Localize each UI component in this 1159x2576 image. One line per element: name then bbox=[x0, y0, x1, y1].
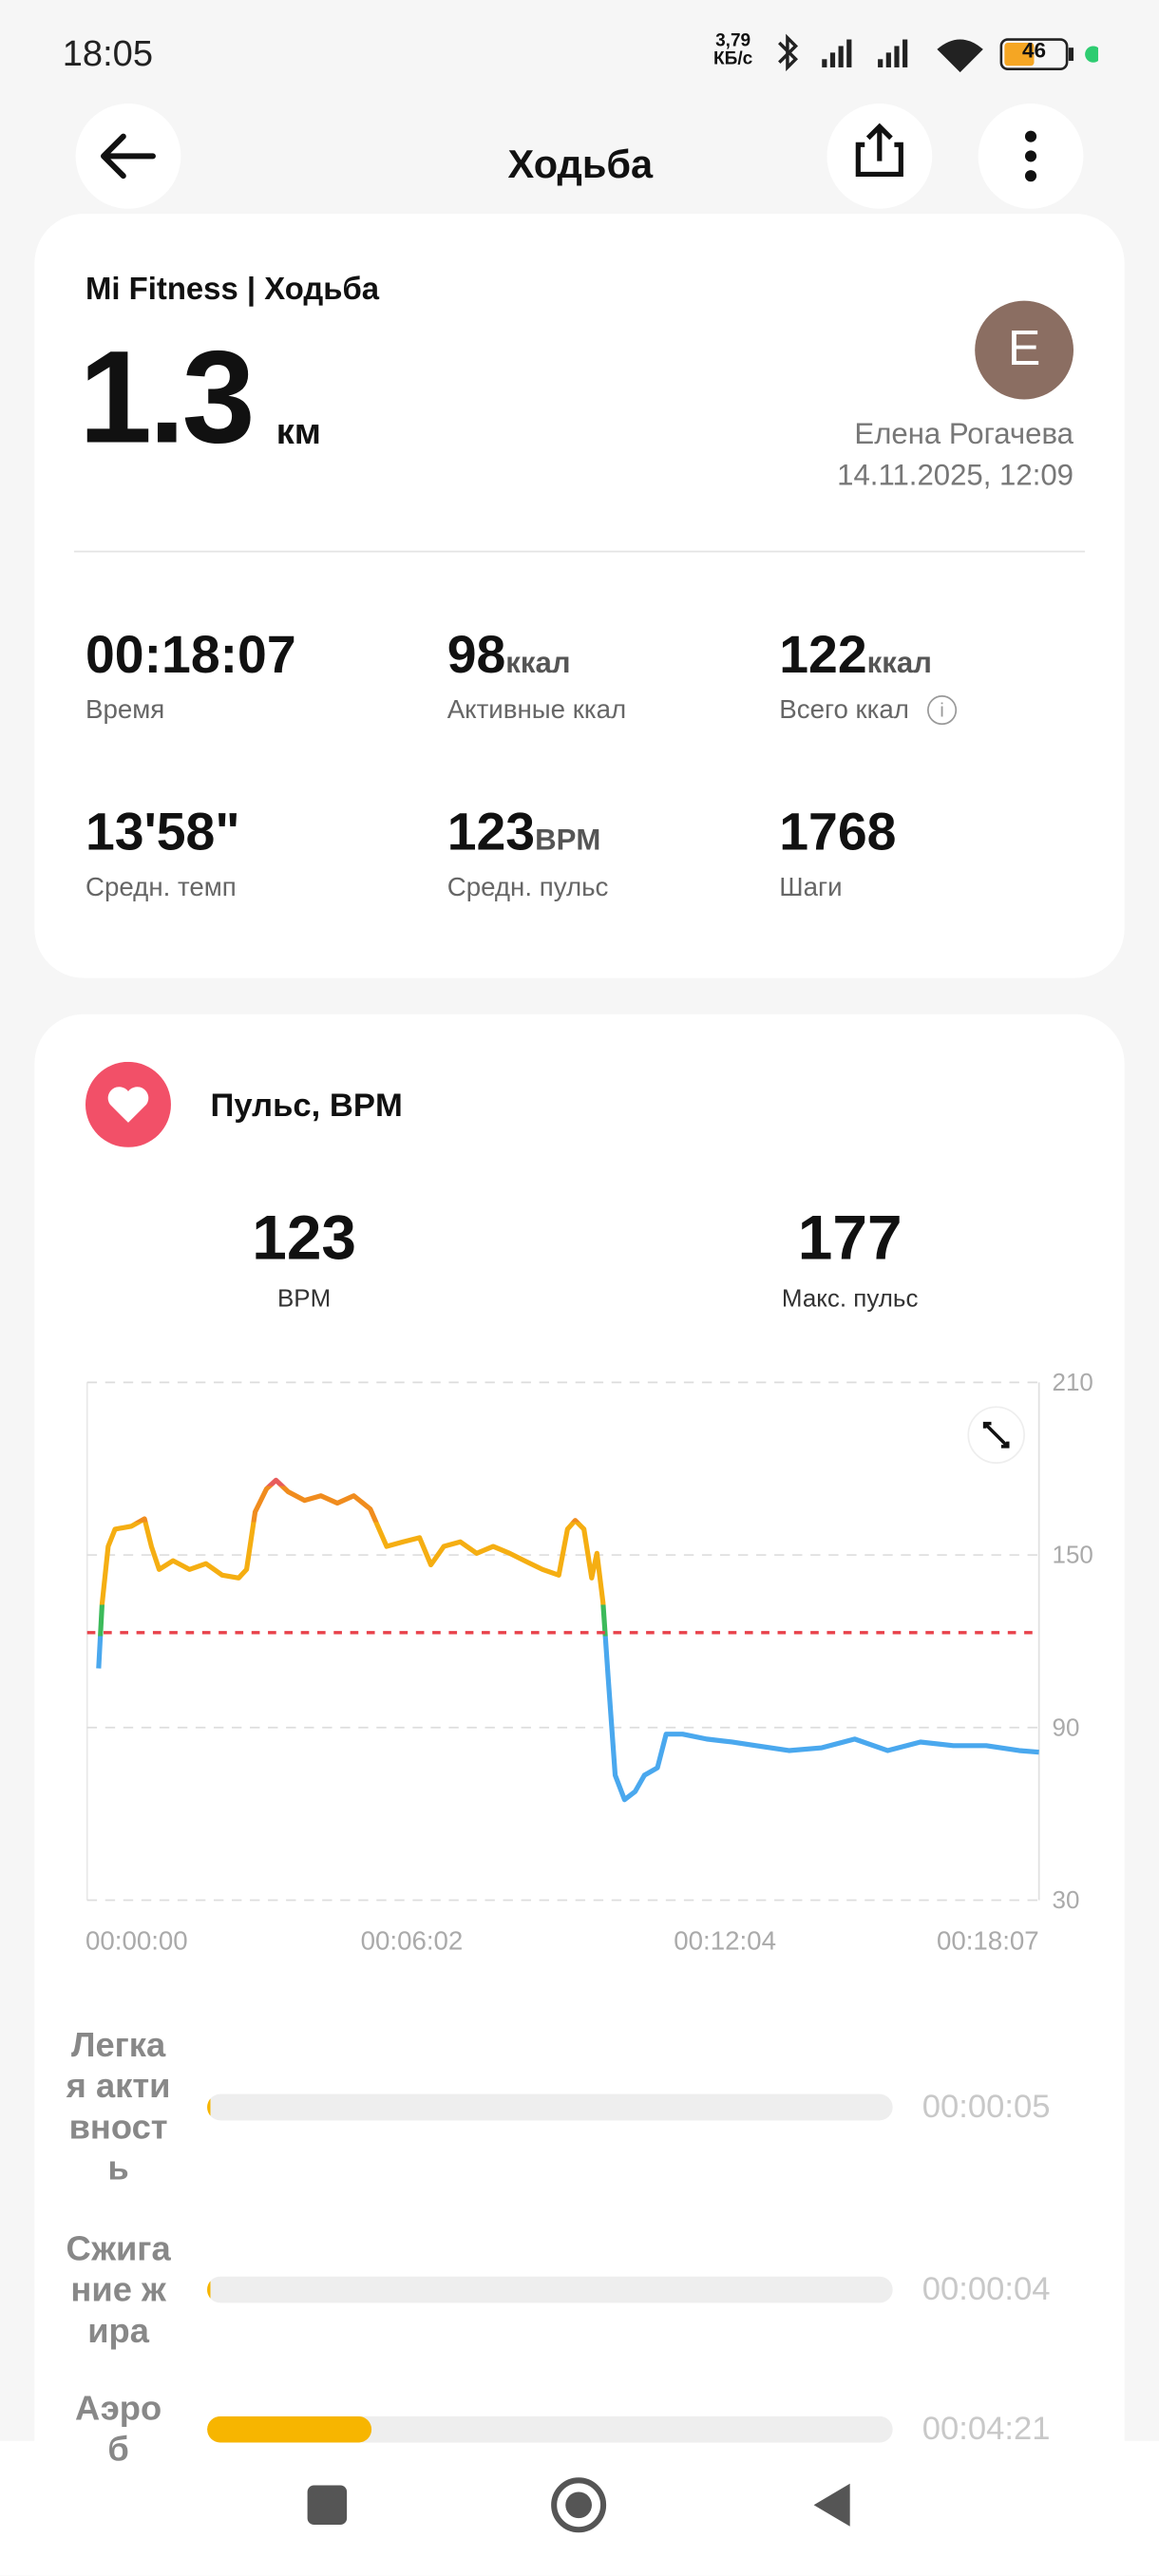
zone-track bbox=[207, 2093, 893, 2121]
share-button[interactable] bbox=[826, 102, 934, 210]
max-label: Макс. пульс bbox=[781, 1285, 919, 1314]
heart-title: Пульс, BPM bbox=[210, 1088, 403, 1125]
x-tick-label: 00:12:04 bbox=[674, 1925, 776, 1955]
stat-unit: ккал bbox=[505, 646, 571, 679]
source: Mi Fitness | Ходьба bbox=[85, 273, 380, 308]
avg-label: BPM bbox=[276, 1285, 332, 1314]
back-nav-button[interactable] bbox=[813, 2483, 850, 2527]
stat-value: 98 bbox=[446, 624, 506, 684]
net-speed-value: 3,79 bbox=[715, 30, 751, 51]
stat-value: 00:18:07 bbox=[85, 624, 296, 684]
stat-value: 13'58" bbox=[85, 802, 240, 862]
zone-name: Легкая активность bbox=[66, 2026, 171, 2188]
zone-track bbox=[207, 2415, 893, 2443]
y-tick-label: 150 bbox=[1053, 1543, 1093, 1569]
stat: 98ккал bbox=[447, 625, 571, 686]
zone-duration: 00:00:04 bbox=[922, 2271, 1051, 2308]
stat: 00:18:07 bbox=[86, 625, 296, 686]
x-tick-label: 00:06:02 bbox=[361, 1925, 464, 1955]
stat-unit: BPM bbox=[535, 823, 601, 857]
stat-value: 123 bbox=[446, 802, 536, 862]
distance-unit: км bbox=[276, 410, 321, 452]
zone-bar bbox=[207, 2415, 372, 2443]
avatar[interactable]: E bbox=[975, 300, 1074, 400]
stat-label: Средн. темп bbox=[85, 874, 237, 903]
zone-track bbox=[207, 2276, 893, 2303]
net-speed: 3,79 КБ/с bbox=[713, 30, 753, 69]
page-title: Ходьба bbox=[507, 142, 654, 188]
stat-label: Активные ккал bbox=[446, 696, 627, 726]
y-tick-label: 30 bbox=[1053, 1887, 1080, 1914]
recent-button[interactable] bbox=[307, 2485, 348, 2526]
heart-rate-line bbox=[96, 1477, 1039, 1803]
stat-label: Средн. пульс bbox=[446, 874, 609, 903]
home-button[interactable] bbox=[551, 2477, 607, 2533]
heart-card bbox=[34, 1013, 1125, 2576]
x-tick-label: 00:18:07 bbox=[937, 1925, 1039, 1955]
max-value: 177 bbox=[797, 1204, 902, 1275]
stat-label: Шаги bbox=[779, 874, 843, 903]
net-speed-unit: КБ/с bbox=[713, 48, 753, 69]
stat: 1768 bbox=[779, 802, 896, 862]
zone-bar bbox=[207, 2276, 210, 2303]
status-icons bbox=[778, 33, 1098, 73]
stat: 122ккал bbox=[779, 625, 932, 686]
divider bbox=[73, 550, 1086, 553]
stat: 123BPM bbox=[447, 802, 601, 862]
y-tick-label: 210 bbox=[1053, 1370, 1093, 1396]
info-icon: i bbox=[927, 695, 958, 726]
stat-label: Время bbox=[85, 696, 165, 726]
x-tick-label: 00:00:00 bbox=[86, 1925, 188, 1955]
menu-button[interactable] bbox=[977, 102, 1085, 210]
stat-unit: ккал bbox=[866, 646, 932, 679]
zone-bar bbox=[207, 2093, 211, 2121]
stat: 13'58" bbox=[86, 802, 240, 862]
heart-icon bbox=[85, 1061, 171, 1147]
user-name: Елена Рогачева bbox=[854, 417, 1074, 451]
zone-duration: 00:00:05 bbox=[922, 2089, 1051, 2126]
date-time: 14.11.2025, 12:09 bbox=[837, 458, 1074, 492]
stat-value: 122 bbox=[779, 624, 867, 684]
stat-value: 1768 bbox=[779, 802, 897, 862]
nav-buttons bbox=[307, 2477, 850, 2533]
zone-duration: 00:04:21 bbox=[922, 2411, 1051, 2448]
stat-label: Всего ккал bbox=[779, 696, 909, 726]
zone-name: Аэроб bbox=[75, 2390, 162, 2470]
distance: 1.3 bbox=[79, 323, 256, 470]
y-tick-label: 90 bbox=[1053, 1714, 1080, 1741]
back-button[interactable] bbox=[74, 102, 182, 210]
heart-chart: 30 90 150 210 00:00:00 00:06:02 00:12:04 00:18:… bbox=[86, 1370, 1093, 1955]
summary-card bbox=[34, 213, 1125, 978]
avg-value: 123 bbox=[252, 1204, 357, 1275]
zone-name: Сжигание жира bbox=[66, 2229, 171, 2350]
battery-level: 46 bbox=[1021, 37, 1047, 63]
status-time: 18:05 bbox=[62, 32, 154, 74]
expand-button[interactable] bbox=[967, 1406, 1025, 1465]
